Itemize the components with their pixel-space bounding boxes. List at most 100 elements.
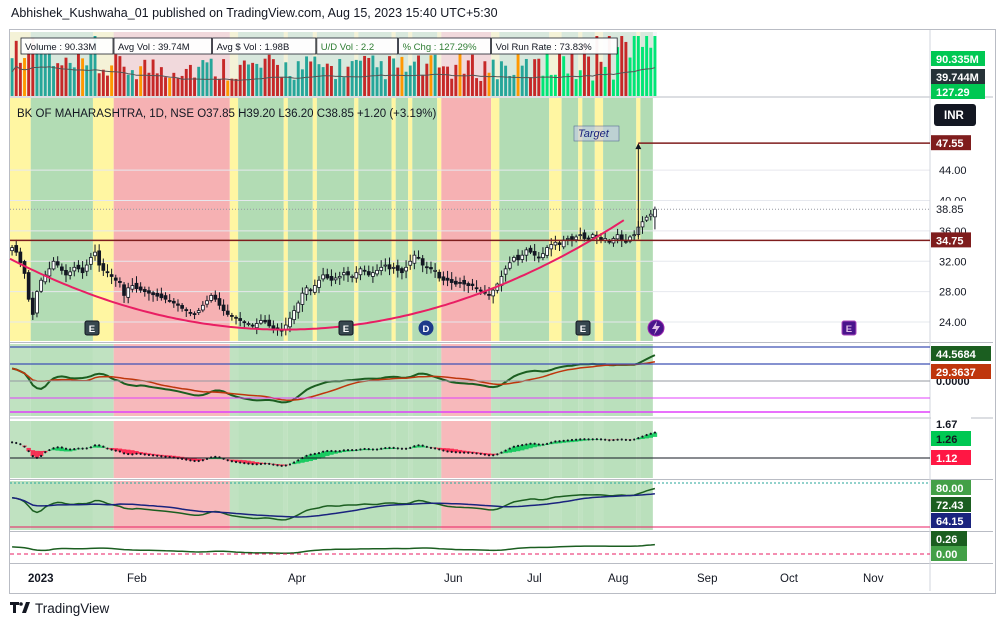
volume-bar xyxy=(97,73,101,96)
zone-rect xyxy=(640,421,653,478)
zone-rect xyxy=(238,344,284,416)
brand-label: TradingView xyxy=(35,601,110,616)
osc2-dot xyxy=(326,449,329,453)
volume-bar xyxy=(595,36,599,96)
osc2-dot xyxy=(620,438,623,441)
zone-rect xyxy=(594,98,604,341)
zone-rect xyxy=(412,481,438,530)
osc3-badge-mid: 72.43 xyxy=(936,500,964,512)
volume-bar xyxy=(164,77,167,96)
osc2-dot xyxy=(197,459,200,463)
target-label: Target xyxy=(578,128,610,140)
volume-bar xyxy=(458,54,462,96)
volume-bar xyxy=(259,67,263,96)
zone-rect xyxy=(491,344,500,416)
earnings-marker-icon xyxy=(841,320,857,336)
osc2-dot xyxy=(533,442,536,445)
osc2-dot xyxy=(247,462,250,465)
osc2-dot xyxy=(525,443,528,446)
avg-volume-badge: 39.744M xyxy=(936,72,979,84)
osc2-dot xyxy=(60,446,63,449)
osc2-dot xyxy=(226,459,229,462)
candle-body xyxy=(321,274,325,280)
zone-rect xyxy=(594,481,604,530)
volume-bar xyxy=(329,65,333,96)
zone-rect xyxy=(412,421,438,478)
candle-body xyxy=(395,265,400,271)
symbol-title: BK OF MAHARASHTRA, 1D, NSE O37.85 H39.20… xyxy=(17,108,436,120)
price-tick-label: 24.00 xyxy=(939,317,967,329)
volume-bar xyxy=(541,75,545,96)
candle-body xyxy=(209,295,214,301)
osc2-badge-top-bg xyxy=(931,416,971,431)
candle-body xyxy=(557,242,562,245)
volume-bar xyxy=(234,78,238,96)
volume-bar xyxy=(417,55,420,96)
volume-bar xyxy=(184,68,188,96)
candle-body xyxy=(30,297,35,315)
osc2-dot xyxy=(263,462,267,465)
osc2-dot xyxy=(44,451,47,454)
target-price-badge-bg xyxy=(931,135,971,151)
volume-bar xyxy=(143,59,147,96)
osc2-dot xyxy=(558,440,561,443)
volume-bar xyxy=(549,74,553,96)
volume-bar xyxy=(582,44,586,96)
price-axis[interactable]: 24.0028.0032.0036.0040.0044.00INR47.5538… xyxy=(930,51,991,561)
zone-rect xyxy=(113,421,230,478)
candle-body xyxy=(76,264,81,270)
osc2-dot xyxy=(131,453,134,456)
volume-stat-box xyxy=(20,37,114,55)
osc2-dot xyxy=(118,450,122,453)
zone-rect xyxy=(92,421,114,478)
time-axis[interactable]: 2023 Feb Apr Jun Jul Aug Sep Oct Nov xyxy=(28,573,884,585)
candle-body xyxy=(640,221,645,228)
volume-bar xyxy=(359,60,362,96)
volume-bar xyxy=(68,62,72,96)
candle-body xyxy=(51,260,56,270)
candle-body xyxy=(217,298,222,306)
volume-bar xyxy=(520,65,524,96)
osc2-dot xyxy=(521,444,524,447)
zone-rect xyxy=(578,421,583,478)
osc2-dot xyxy=(102,445,105,448)
tradingview-brand[interactable]: TradingView xyxy=(10,601,109,616)
osc1-slow-line xyxy=(11,361,656,401)
volume-bar xyxy=(512,74,516,96)
zone-rect xyxy=(287,421,313,478)
osc2-dot xyxy=(330,449,333,453)
osc2-dot xyxy=(77,447,80,450)
zone-rect xyxy=(30,98,93,341)
osc2-dot xyxy=(554,440,557,443)
osc1-badge-slow: 29.3637 xyxy=(936,367,976,379)
volume-bar xyxy=(193,77,197,96)
volume-bar xyxy=(276,64,279,96)
candle-body xyxy=(288,317,292,328)
osc2-dot xyxy=(384,446,387,450)
target-price-badge: 47.55 xyxy=(936,138,964,150)
candle-body xyxy=(420,258,425,266)
volume-bar xyxy=(321,67,325,96)
candle-body xyxy=(532,251,537,256)
volume-bar xyxy=(263,58,267,96)
osc2-dot xyxy=(446,450,449,453)
candle-body xyxy=(437,271,442,279)
volume-bar xyxy=(126,74,130,96)
osc2-dot xyxy=(608,439,611,442)
osc2-dot xyxy=(139,452,142,456)
osc2-dot xyxy=(334,450,337,453)
candle-body xyxy=(507,262,512,269)
time-tick-label: Jun xyxy=(444,573,463,585)
zone-rect xyxy=(437,481,442,530)
zone-rect xyxy=(437,98,442,341)
volume-bar xyxy=(130,70,134,96)
candle-body xyxy=(383,264,388,267)
candle-body xyxy=(151,292,155,296)
osc2-dot xyxy=(537,443,540,446)
zone-rect xyxy=(10,421,31,478)
zone-rect xyxy=(437,32,442,96)
candle-body xyxy=(599,237,603,241)
osc2-dot xyxy=(19,443,22,446)
zone-rect xyxy=(287,98,313,341)
